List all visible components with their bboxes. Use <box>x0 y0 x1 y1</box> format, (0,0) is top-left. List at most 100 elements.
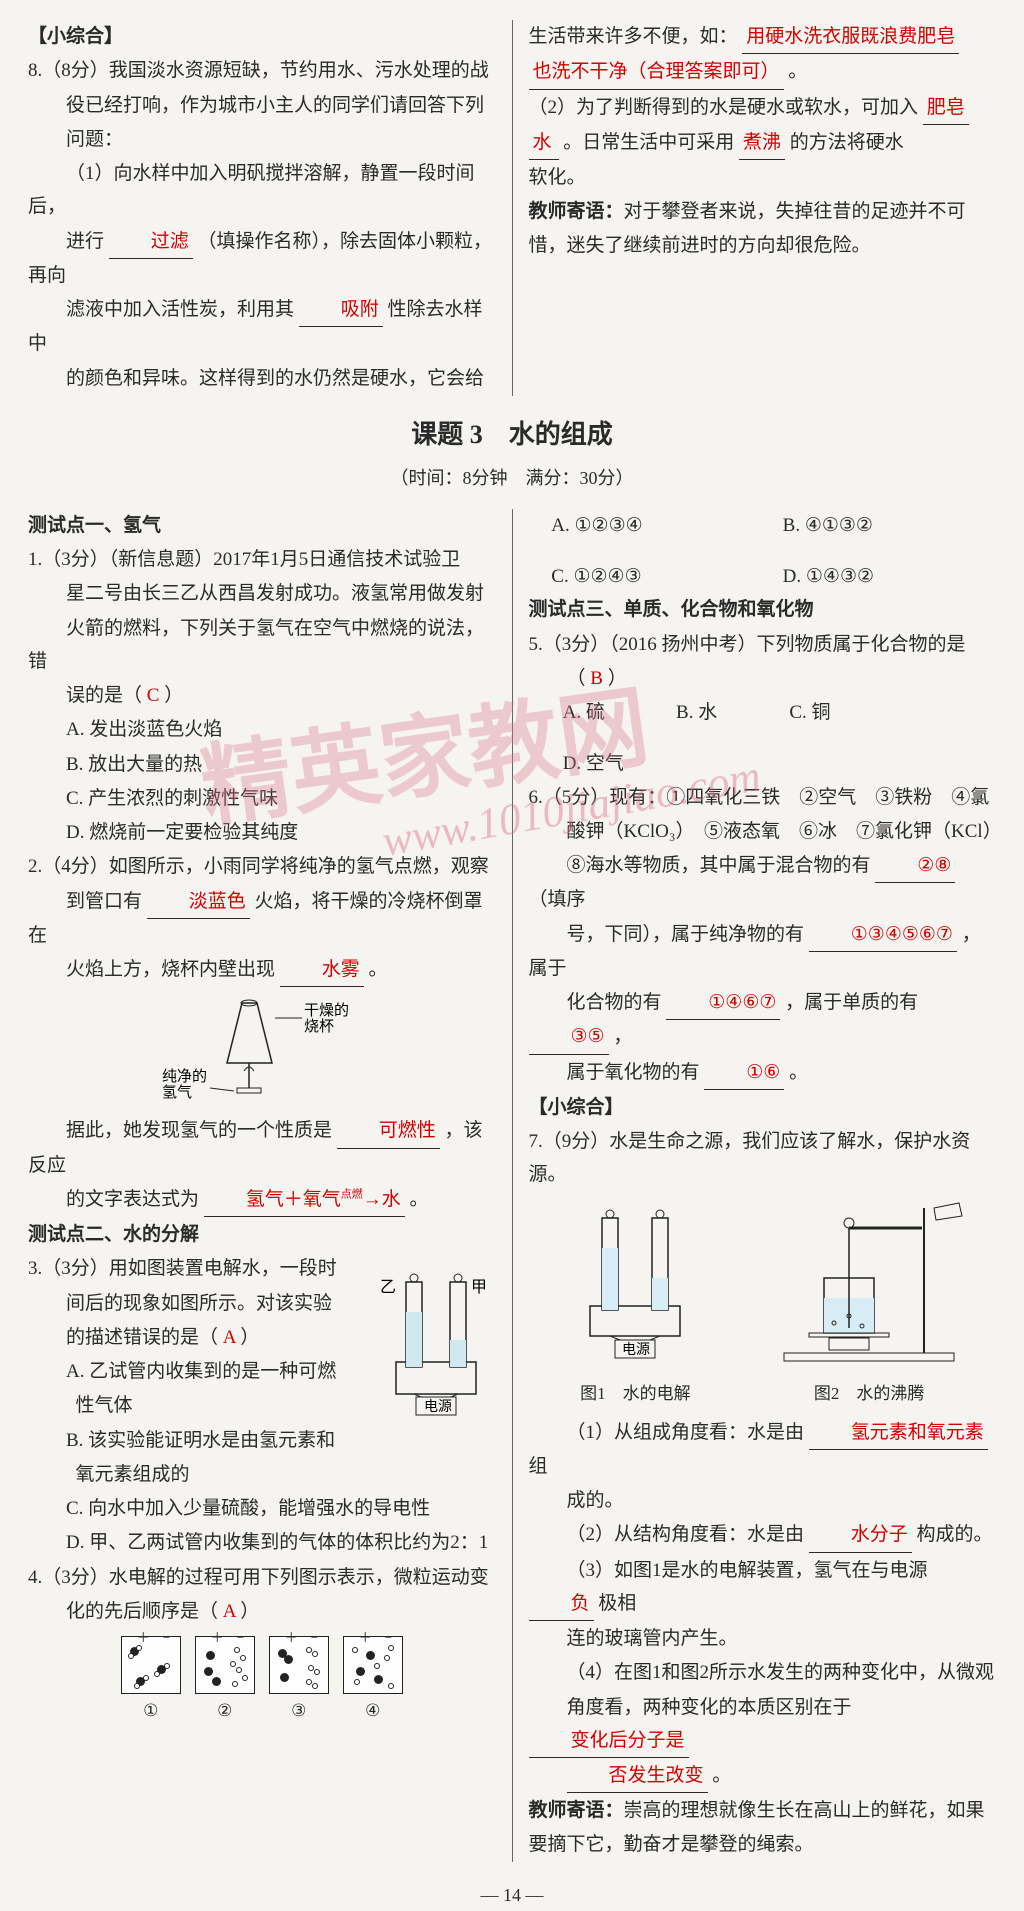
q6-l6b: 。 <box>789 1062 808 1083</box>
tr-line4: 软化。 <box>529 161 997 194</box>
q7-s4b-text: 角度看，两种变化的本质区别在于 <box>567 1697 852 1718</box>
q2-l4: 据此，她发现氢气的一个性质是 可燃性 ，该反应 <box>28 1114 496 1182</box>
q8-line1: 8.（8分）我国淡水资源短缺，节约用水、污水处理的战 <box>28 54 496 87</box>
q2-ans-combust: 可燃性 <box>337 1114 440 1148</box>
q5-l1: 5.（3分）（2016 扬州中考）下列物质属于化合物的是 <box>529 628 997 661</box>
particle-1: ＋ − ① <box>121 1636 181 1726</box>
q4-opt-b: B. ④①③② <box>783 509 996 542</box>
q7-s1c: 成的。 <box>529 1484 997 1517</box>
q7-s1: （1）从组成角度看：水是由 氢元素和氧元素 组 <box>529 1416 997 1484</box>
q2-ans-flame: 淡蓝色 <box>147 885 250 919</box>
q2-l1: 2.（4分）如图所示，小雨同学将纯净的氢气点燃，观察 <box>28 850 496 883</box>
q7-s4b: 角度看，两种变化的本质区别在于 变化后分子是 <box>529 1691 997 1759</box>
tr-line3b: 。日常生活中可采用 <box>563 132 734 153</box>
q2-l3b: 。 <box>369 959 388 980</box>
box-1: ＋ − <box>121 1636 181 1694</box>
combo-header: 【小综合】 <box>28 20 496 53</box>
q8-line2: 役已经打响，作为城市小主人的同学们请回答下列 <box>28 89 496 122</box>
q2-l3a: 火焰上方，烧杯内壁出现 <box>66 959 275 980</box>
bottom-section: 测试点一、氢气 1.（3分）（新信息题）2017年1月5日通信技术试验卫 星二号… <box>28 509 996 1862</box>
q4-l2: 化的先后顺序是（ A ） <box>28 1595 496 1628</box>
q3-l3b: ） <box>240 1327 259 1348</box>
q3-l2: 间后的现象如图所示。对该实验 <box>28 1287 368 1320</box>
q5-answer: B <box>590 668 603 689</box>
q3-row: 3.（3分）用如图装置电解水，一段时 间后的现象如图所示。对该实验 的描述错误的… <box>28 1252 496 1492</box>
fig2-block: 图2 水的沸腾 <box>774 1198 964 1410</box>
tr-line1: 生活带来许多不便，如： 用硬水洗衣服既浪费肥皂 <box>529 20 997 54</box>
q1-opt-c: C. 产生浓烈的刺激性气味 <box>28 782 496 815</box>
q5-c: C. 铜 <box>789 696 884 729</box>
tr-line3c: 的方法将硬水 <box>790 132 904 153</box>
q6-ans-oxide: ①⑥ <box>704 1056 784 1090</box>
arrow-icon: → <box>363 1189 382 1210</box>
q1-opt-a: A. 发出淡蓝色火焰 <box>28 713 496 746</box>
q5-l2a: （ <box>567 668 586 689</box>
q3-text: 3.（3分）用如图装置电解水，一段时 间后的现象如图所示。对该实验 的描述错误的… <box>28 1252 368 1492</box>
q7-s2a: （2）从结构角度看：水是由 <box>567 1524 805 1545</box>
yi-label: 乙 <box>380 1279 396 1296</box>
q6-l5: 化合物的有 ①④⑥⑦ ，属于单质的有 ③⑤ ， <box>529 986 997 1055</box>
q4-opt-d: D. ①④③② <box>783 560 996 593</box>
box-4: ＋ − <box>343 1636 403 1694</box>
q5-a: A. 硫 <box>563 696 658 729</box>
lesson-subtitle: （时间：8分钟 满分：30分） <box>28 463 996 495</box>
q4-answer: A <box>223 1601 236 1622</box>
q6-l3a: ⑧海水等物质，其中属于混合物的有 <box>567 855 871 876</box>
q6-l5b: ，属于单质的有 <box>785 992 918 1013</box>
beaker-cup-label: 烧杯 <box>304 1018 334 1035</box>
q1-opt-b: B. 放出大量的热 <box>28 748 496 781</box>
particle-3: ＋ − ③ <box>269 1636 329 1726</box>
q2-expr-arrow: 点燃 <box>341 1188 363 1200</box>
circle-1: ① <box>121 1696 181 1726</box>
q3-opt-b2: 氧元素组成的 <box>76 1458 368 1491</box>
column-divider-top <box>512 20 513 396</box>
column-divider-bottom <box>512 509 513 1862</box>
q8-line3: 问题： <box>28 123 496 156</box>
circle-3: ③ <box>269 1696 329 1726</box>
beaker-dry-label: 干燥的 <box>304 1002 349 1019</box>
q1-l4a: 误的是（ <box>66 685 142 706</box>
q7-s1b: 组 <box>529 1456 548 1477</box>
q4-l1: 4.（3分）水电解的过程可用下列图示表示，微粒运动变 <box>28 1561 496 1594</box>
tr-line2a: （2）为了判断得到的水是硬水或软水，可加入 <box>529 97 919 118</box>
answer-hardwater-1: 用硬水洗衣服既浪费肥皂 <box>742 20 959 54</box>
beaker-diagram: 干燥的 烧杯 纯净的 氢气 <box>162 993 362 1108</box>
q1-l4b: ） <box>164 685 183 706</box>
q1-l3: 火箭的燃料，下列关于氢气在空气中燃烧的说法，错 <box>28 612 496 679</box>
q7-s4a: （4）在图1和图2所示水发生的两种变化中，从微观 <box>529 1656 997 1689</box>
q2-l5: 的文字表达式为 氢气＋氧气点燃→水 。 <box>28 1183 496 1217</box>
q7-s3: （3）如图1是水的电解装置，氢气在与电源 负 极相 <box>529 1554 997 1622</box>
q1-l1: 1.（3分）（新信息题）2017年1月5日通信技术试验卫 <box>28 543 496 576</box>
box-3: ＋ − <box>269 1636 329 1694</box>
q5-b: B. 水 <box>676 696 771 729</box>
test-point-3: 测试点三、单质、化合物和氧化物 <box>529 593 997 626</box>
tr-line1b-dot: 。 <box>788 61 807 82</box>
q2-expr-left: 氢气＋氧气 <box>246 1189 341 1210</box>
answer-hardwater-2: 也洗不干净（合理答案即可） <box>529 55 784 89</box>
q7-s3a: （3）如图1是水的电解装置，氢气在与电源 <box>567 1560 928 1581</box>
test-point-1: 测试点一、氢气 <box>28 509 496 542</box>
fig1-power: 电源 <box>622 1342 650 1358</box>
particle-4: ＋ − ④ <box>343 1636 403 1726</box>
q7-s4c: 否发生改变 。 <box>529 1759 997 1793</box>
q2-l2: 到管口有 淡蓝色 火焰，将干燥的冷烧杯倒罩在 <box>28 885 496 953</box>
q4-opt-a: A. ①②③④ <box>551 509 764 542</box>
teacher-note-top: 教师寄语：对于攀登者来说，失掉往昔的足迹并不可惜，迷失了继续前进时的方向却很危险… <box>529 195 997 262</box>
q1-l2: 星二号由长三乙从西昌发射成功。液氢常用做发射 <box>28 577 496 610</box>
q8-sub1d: 的颜色和异味。这样得到的水仍然是硬水，它会给 <box>28 362 496 395</box>
q6-ans-elem: ③⑤ <box>529 1020 609 1054</box>
q8-sub1c-a: 滤液中加入活性炭，利用其 <box>66 299 294 320</box>
q7-s1a: （1）从组成角度看：水是由 <box>567 1422 805 1443</box>
q6-l5a: 化合物的有 <box>567 992 662 1013</box>
q2-l3: 火焰上方，烧杯内壁出现 水雾 。 <box>28 953 496 987</box>
q2-l2a: 到管口有 <box>66 891 142 912</box>
particle-2: ＋ − ② <box>195 1636 255 1726</box>
q3-l3: 的描述错误的是（ A ） <box>28 1321 368 1354</box>
q5-l2: （ B ） <box>529 662 997 695</box>
q7-ans2: 水分子 <box>809 1518 912 1552</box>
q3-answer: A <box>223 1327 236 1348</box>
q3-opt-c: C. 向水中加入少量硫酸，能增强水的导电性 <box>28 1492 496 1525</box>
q1-l4: 误的是（ C ） <box>28 679 496 712</box>
fig2-svg <box>774 1198 964 1368</box>
q4-l2b: ） <box>240 1601 259 1622</box>
